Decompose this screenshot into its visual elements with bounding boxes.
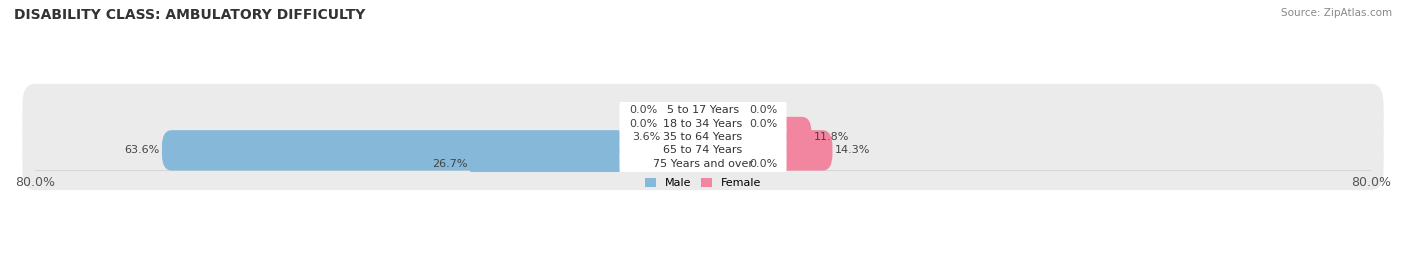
FancyBboxPatch shape [659, 104, 713, 144]
FancyBboxPatch shape [662, 117, 713, 157]
FancyBboxPatch shape [620, 119, 786, 155]
Text: 5 to 17 Years: 5 to 17 Years [666, 105, 740, 115]
FancyBboxPatch shape [693, 130, 832, 171]
Text: 35 to 64 Years: 35 to 64 Years [664, 132, 742, 142]
Text: 0.0%: 0.0% [749, 105, 778, 115]
FancyBboxPatch shape [693, 117, 811, 157]
FancyBboxPatch shape [693, 144, 747, 184]
FancyBboxPatch shape [693, 90, 747, 130]
Text: 3.6%: 3.6% [633, 132, 661, 142]
FancyBboxPatch shape [22, 137, 1384, 190]
FancyBboxPatch shape [620, 146, 786, 182]
FancyBboxPatch shape [659, 90, 713, 130]
FancyBboxPatch shape [22, 84, 1384, 137]
FancyBboxPatch shape [620, 106, 786, 141]
Text: 0.0%: 0.0% [749, 119, 778, 129]
FancyBboxPatch shape [22, 111, 1384, 164]
Text: 14.3%: 14.3% [835, 145, 870, 155]
FancyBboxPatch shape [620, 133, 786, 168]
Text: 0.0%: 0.0% [628, 119, 657, 129]
Text: 0.0%: 0.0% [628, 105, 657, 115]
Text: 63.6%: 63.6% [124, 145, 159, 155]
Text: 26.7%: 26.7% [432, 159, 468, 169]
Text: 18 to 34 Years: 18 to 34 Years [664, 119, 742, 129]
Text: DISABILITY CLASS: AMBULATORY DIFFICULTY: DISABILITY CLASS: AMBULATORY DIFFICULTY [14, 8, 366, 22]
Legend: Male, Female: Male, Female [645, 178, 761, 189]
Text: Source: ZipAtlas.com: Source: ZipAtlas.com [1281, 8, 1392, 18]
Text: 0.0%: 0.0% [749, 159, 778, 169]
FancyBboxPatch shape [693, 104, 747, 144]
FancyBboxPatch shape [620, 93, 786, 128]
FancyBboxPatch shape [470, 144, 713, 184]
FancyBboxPatch shape [22, 124, 1384, 177]
FancyBboxPatch shape [162, 130, 713, 171]
Text: 65 to 74 Years: 65 to 74 Years [664, 145, 742, 155]
Text: 11.8%: 11.8% [814, 132, 849, 142]
Text: 75 Years and over: 75 Years and over [652, 159, 754, 169]
FancyBboxPatch shape [22, 97, 1384, 150]
